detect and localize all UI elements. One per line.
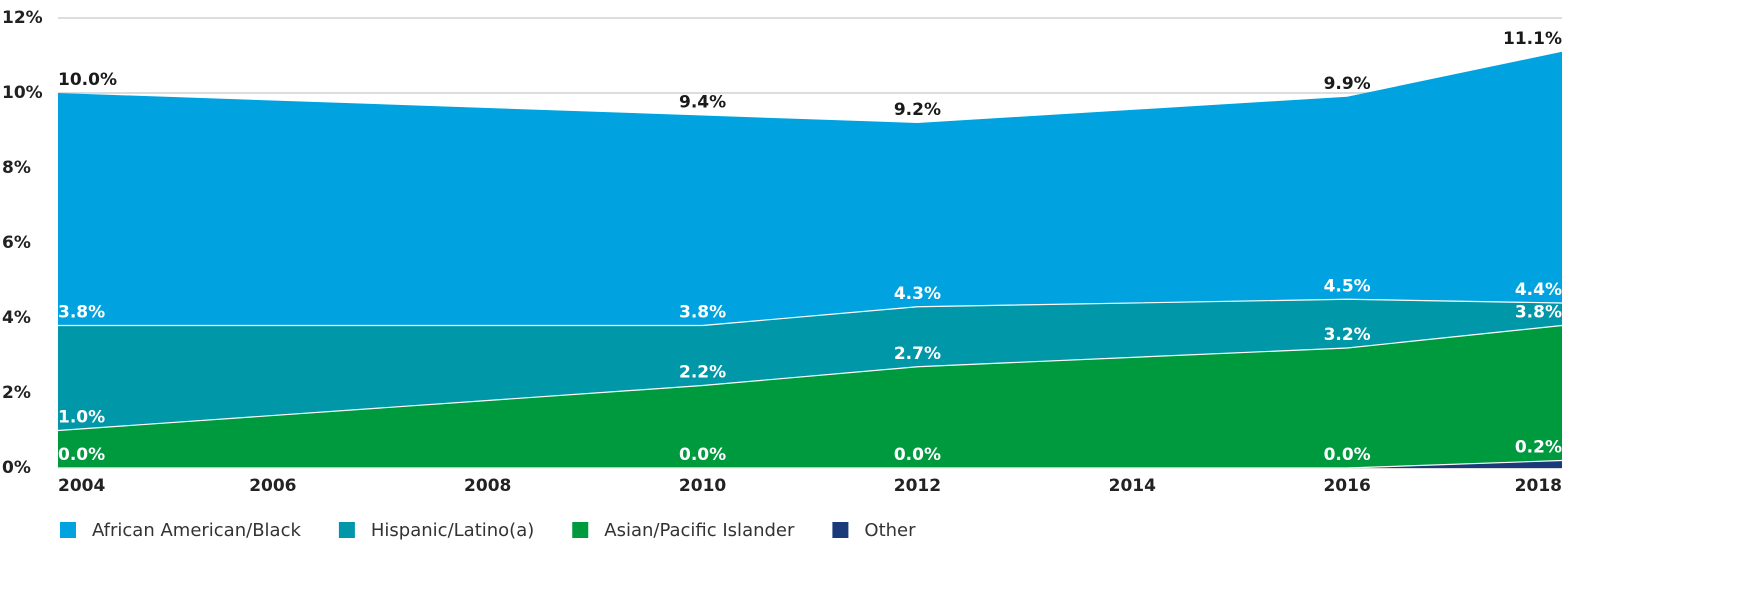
data-label: 9.2% (894, 100, 941, 120)
y-tick-label: 10% (2, 83, 43, 103)
area (58, 460, 1562, 468)
y-tick-label: 12% (2, 8, 43, 28)
data-label: 0.0% (679, 445, 726, 465)
legend-label: African American/Black (92, 520, 301, 541)
data-label: 2.7% (894, 344, 941, 364)
data-label: 11.1% (1503, 29, 1562, 49)
data-label: 3.8% (679, 303, 726, 323)
y-tick-label: 4% (2, 308, 31, 328)
y-tick-label: 0% (2, 458, 31, 478)
legend-swatch (338, 522, 355, 538)
x-tick-label: 2004 (58, 476, 105, 496)
data-label: 3.8% (1515, 303, 1562, 323)
data-label: 0.2% (1515, 438, 1562, 458)
y-tick-label: 8% (2, 158, 31, 178)
data-label: 2.2% (679, 363, 726, 383)
y-tick-label: 2% (2, 383, 31, 403)
area-edge (58, 459, 1563, 469)
data-label: 3.2% (1324, 325, 1371, 345)
data-label: 9.4% (679, 93, 726, 113)
x-tick-label: 2016 (1323, 476, 1370, 496)
y-tick-label: 6% (2, 233, 31, 253)
data-label: 4.5% (1324, 276, 1371, 296)
x-tick-label: 2018 (1515, 476, 1562, 496)
data-label: 10.0% (58, 70, 117, 90)
x-tick-label: 2014 (1109, 476, 1156, 496)
area-edge (57, 324, 1563, 432)
legend-label: Hispanic/Latino(a) (371, 520, 534, 541)
x-tick-label: 2006 (249, 476, 296, 496)
legend-swatch (832, 522, 849, 538)
data-label: 0.0% (1324, 445, 1371, 465)
x-tick-label: 2010 (679, 476, 726, 496)
x-tick-label: 2012 (894, 476, 941, 496)
data-label: 1.0% (58, 408, 105, 428)
data-label: 0.0% (894, 445, 941, 465)
legend-swatch (60, 522, 76, 538)
area-edge (58, 298, 1563, 327)
data-label: 4.3% (894, 284, 941, 304)
legend-label: Asian/Pacific Islander (604, 520, 795, 541)
data-label: 3.8% (58, 303, 105, 323)
legend-swatch (572, 522, 589, 538)
data-label: 0.0% (58, 445, 105, 465)
legend-label: Other (864, 520, 916, 541)
data-label: 4.4% (1515, 280, 1562, 300)
x-tick-label: 2008 (464, 476, 511, 496)
data-label: 9.9% (1324, 74, 1371, 94)
area (58, 325, 1562, 468)
